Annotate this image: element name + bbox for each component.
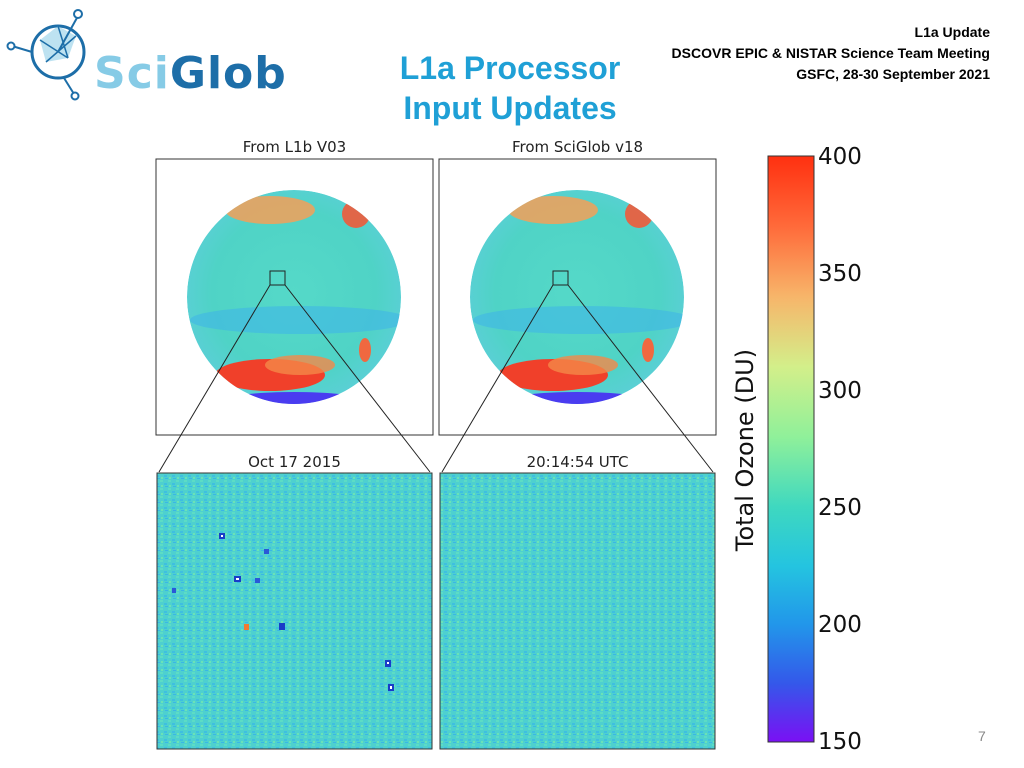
outlier-pixels — [172, 533, 394, 691]
meta-line-1: L1a Update — [914, 24, 990, 40]
meta-line-3: GSFC, 28-30 September 2021 — [796, 66, 990, 82]
slide-title: L1a Processor Input Updates — [370, 48, 650, 128]
zoom-panel-right — [439, 472, 716, 750]
zoom-panel-left — [156, 472, 433, 750]
panel-label-top-right: From SciGlob v18 — [511, 138, 644, 156]
zoom-box-right — [552, 270, 569, 286]
page-number: 7 — [978, 728, 986, 744]
logo-wordmark: SciGlob — [94, 48, 287, 99]
colorbar-tick-350: 350 — [818, 261, 862, 287]
sciglob-logo: SciGlob — [6, 6, 326, 106]
slide-title-line-1: L1a Processor — [399, 50, 621, 86]
colorbar — [767, 155, 815, 743]
slide-title-line-2: Input Updates — [403, 90, 617, 126]
meeting-info: L1a Update DSCOVR EPIC & NISTAR Science … — [672, 22, 990, 85]
zoom-box-left — [269, 270, 286, 286]
colorbar-tick-200: 200 — [818, 612, 862, 638]
colorbar-tick-150: 150 — [818, 729, 862, 755]
panel-label-bottom-left: Oct 17 2015 — [248, 453, 341, 471]
meta-line-2: DSCOVR EPIC & NISTAR Science Team Meetin… — [671, 45, 990, 61]
panel-label-top-left: From L1b V03 — [242, 138, 347, 156]
colorbar-tick-300: 300 — [818, 378, 862, 404]
colorbar-tick-400: 400 — [818, 144, 862, 170]
colorbar-tick-250: 250 — [818, 495, 862, 521]
sciglob-globe-icon — [6, 9, 86, 101]
panel-label-bottom-right: 20:14:54 UTC — [526, 453, 629, 471]
